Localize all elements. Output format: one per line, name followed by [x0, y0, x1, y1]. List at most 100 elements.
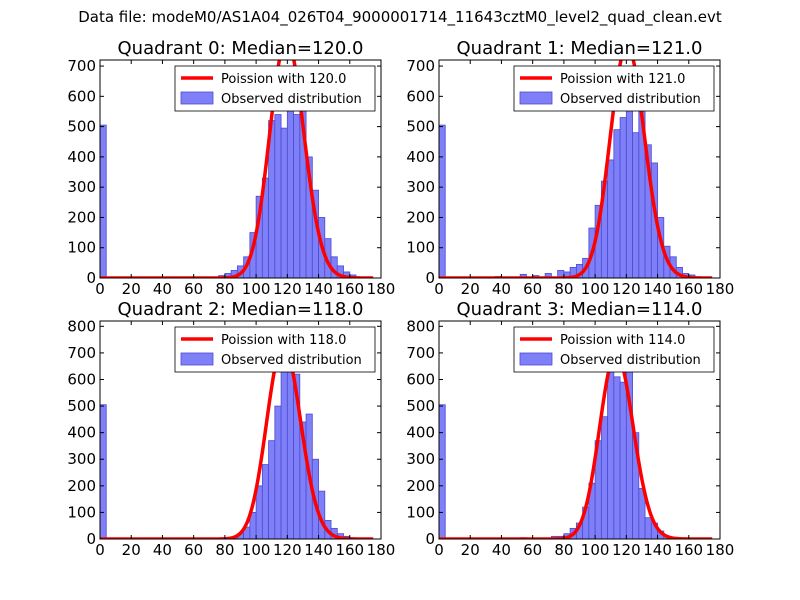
- y-tick-label: 100: [406, 503, 435, 521]
- x-tick-label: 80: [554, 280, 573, 298]
- histogram-bar: [619, 117, 627, 278]
- x-tick-label: 120: [273, 541, 302, 559]
- plot-area: [439, 347, 714, 539]
- x-tick-label: 0: [95, 280, 105, 298]
- y-tick-label: 500: [67, 397, 96, 415]
- chart-title: Quadrant 2: Median=118.0: [118, 299, 364, 320]
- x-tick-label: 100: [242, 541, 271, 559]
- histogram-bar: [619, 381, 627, 539]
- legend-label-observed: Observed distribution: [221, 92, 362, 107]
- x-tick-label: 120: [612, 280, 641, 298]
- x-tick-label: 40: [153, 280, 172, 298]
- x-tick-label: 80: [554, 541, 573, 559]
- histogram-bar: [607, 357, 615, 539]
- chart-title: Quadrant 3: Median=114.0: [457, 299, 703, 320]
- histogram-bar: [255, 485, 263, 539]
- histogram-bar: [519, 273, 527, 278]
- y-tick-label: 500: [67, 118, 96, 136]
- y-tick-label: 700: [67, 344, 96, 362]
- x-tick-label: 40: [153, 541, 172, 559]
- figure-suptitle: Data file: modeM0/AS1A04_026T04_90000017…: [78, 8, 722, 26]
- axes-frame: [99, 320, 382, 540]
- y-tick-label: 0: [425, 269, 435, 287]
- histogram-bar: [261, 464, 270, 539]
- x-tick-label: 140: [643, 541, 672, 559]
- histogram-bar: [600, 416, 608, 539]
- chart-panel-0: 0 20 40 60 80 100 120 140 160 1800100200300400500…: [67, 38, 395, 298]
- x-tick-label: 20: [461, 541, 480, 559]
- y-tick-label: 200: [406, 477, 435, 495]
- histogram-bar: [100, 404, 107, 539]
- histogram-bar: [100, 124, 107, 278]
- x-tick-label: 20: [122, 541, 141, 559]
- x-tick-label: 140: [304, 280, 333, 298]
- histogram-bar: [293, 114, 301, 278]
- legend-label-poisson: Poission with 118.0: [221, 333, 346, 348]
- x-tick-label: 180: [367, 280, 396, 298]
- plot-area: [100, 342, 375, 539]
- x-tick-label: 140: [643, 280, 672, 298]
- x-tick-label: 180: [367, 541, 396, 559]
- axes-frame: [99, 59, 382, 279]
- legend-label-observed: Observed distribution: [560, 353, 701, 368]
- x-tick-label: 160: [674, 280, 703, 298]
- y-tick-label: 300: [67, 178, 96, 196]
- legend-bar-swatch: [180, 91, 214, 105]
- x-tick-label: 60: [184, 541, 203, 559]
- chart-title: Quadrant 1: Median=121.0: [457, 38, 703, 59]
- legend-label-poisson: Poission with 120.0: [221, 72, 346, 87]
- x-tick-label: 100: [581, 541, 610, 559]
- x-tick-label: 100: [242, 280, 271, 298]
- chart-panel-2: 0 20 40 60 80 100 120 140 160 1800100200300400500…: [67, 299, 395, 559]
- legend-label-observed: Observed distribution: [221, 353, 362, 368]
- x-tick-label: 20: [461, 280, 480, 298]
- legend-bar-swatch: [180, 352, 214, 366]
- x-tick-label: 60: [523, 280, 542, 298]
- x-tick-label: 0: [434, 280, 444, 298]
- x-tick-label: 40: [492, 280, 511, 298]
- histogram-bar: [280, 127, 288, 278]
- x-tick-label: 180: [706, 280, 735, 298]
- y-tick-label: 400: [406, 148, 435, 166]
- y-tick-label: 400: [67, 424, 96, 442]
- x-tick-label: 180: [706, 541, 735, 559]
- x-tick-label: 60: [184, 280, 203, 298]
- y-tick-label: 600: [406, 370, 435, 388]
- legend-bar-swatch: [519, 352, 553, 366]
- y-tick-label: 500: [406, 118, 435, 136]
- histogram-bar: [625, 347, 633, 539]
- histogram-bar: [280, 363, 288, 539]
- y-tick-label: 300: [67, 450, 96, 468]
- legend: Poission with 118.0 Observed distribution: [174, 326, 376, 373]
- axes-frame: [438, 320, 721, 540]
- y-tick-label: 700: [406, 57, 435, 75]
- histogram-bar: [644, 517, 652, 539]
- histogram-bar: [274, 114, 282, 278]
- legend-label-poisson: Poission with 114.0: [560, 333, 685, 348]
- x-tick-label: 80: [215, 280, 234, 298]
- chart-panel-1: 0 20 40 60 80 100 120 140 160 1800100200300400500…: [406, 38, 734, 298]
- y-tick-label: 100: [67, 503, 96, 521]
- x-tick-label: 160: [674, 541, 703, 559]
- y-tick-label: 700: [406, 344, 435, 362]
- y-tick-label: 400: [406, 424, 435, 442]
- x-tick-label: 0: [434, 541, 444, 559]
- x-tick-label: 120: [612, 541, 641, 559]
- y-tick-label: 200: [67, 477, 96, 495]
- poisson-curve: [100, 342, 375, 539]
- histogram-bar: [613, 129, 621, 278]
- y-tick-label: 300: [406, 178, 435, 196]
- histogram-bar: [439, 404, 446, 539]
- legend: Poission with 121.0 Observed distribution: [513, 65, 715, 112]
- histogram-bar: [286, 368, 294, 539]
- histogram-bar: [286, 83, 294, 278]
- x-tick-label: 0: [95, 541, 105, 559]
- y-tick-label: 0: [425, 530, 435, 548]
- x-tick-label: 40: [492, 541, 511, 559]
- chart-panel-3: 0 20 40 60 80 100 120 140 160 1800100200300400500…: [406, 299, 734, 559]
- histogram-bar: [625, 95, 633, 278]
- legend-box: [513, 65, 715, 112]
- y-tick-label: 0: [86, 530, 96, 548]
- y-tick-label: 500: [406, 397, 435, 415]
